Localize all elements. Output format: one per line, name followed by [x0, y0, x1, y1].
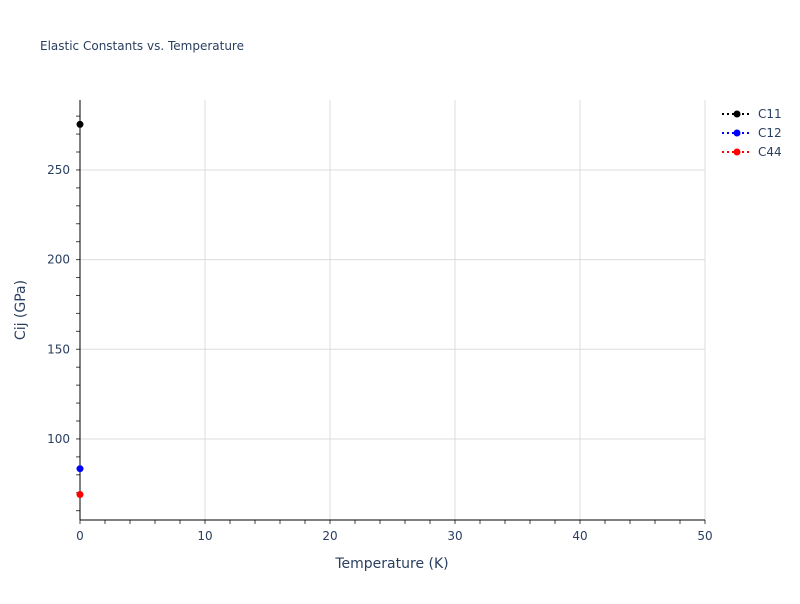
x-tick-label: 50: [697, 529, 712, 543]
legend-marker-c11: [733, 110, 741, 118]
x-tick-label: 20: [322, 529, 337, 543]
axes: 0 10 20 30 40 50 100 150 200 250: [47, 100, 713, 543]
legend-label-c44: C44: [758, 145, 782, 159]
x-tick-label: 10: [197, 529, 212, 543]
data-point-c11: [76, 120, 84, 128]
data-point-c44: [76, 491, 84, 499]
chart-title: Elastic Constants vs. Temperature: [40, 39, 244, 53]
legend[interactable]: C11 C12 C44: [722, 107, 782, 159]
x-axis-label: Temperature (K): [334, 556, 448, 572]
y-tick-label: 100: [47, 432, 70, 446]
y-tick-label: 150: [47, 342, 70, 356]
grid: [80, 100, 706, 520]
y-axis-label: Cij (GPa): [13, 280, 29, 340]
data-point-c12: [76, 465, 84, 473]
x-tick-label: 40: [572, 529, 587, 543]
x-tick-label: 0: [76, 529, 84, 543]
legend-marker-c12: [733, 129, 741, 137]
legend-label-c11: C11: [758, 107, 782, 121]
legend-marker-c44: [733, 148, 741, 156]
y-tick-label: 200: [47, 253, 70, 267]
y-tick-label: 250: [47, 163, 70, 177]
data-points: [76, 120, 84, 499]
legend-label-c12: C12: [758, 126, 782, 140]
x-tick-label: 30: [447, 529, 462, 543]
